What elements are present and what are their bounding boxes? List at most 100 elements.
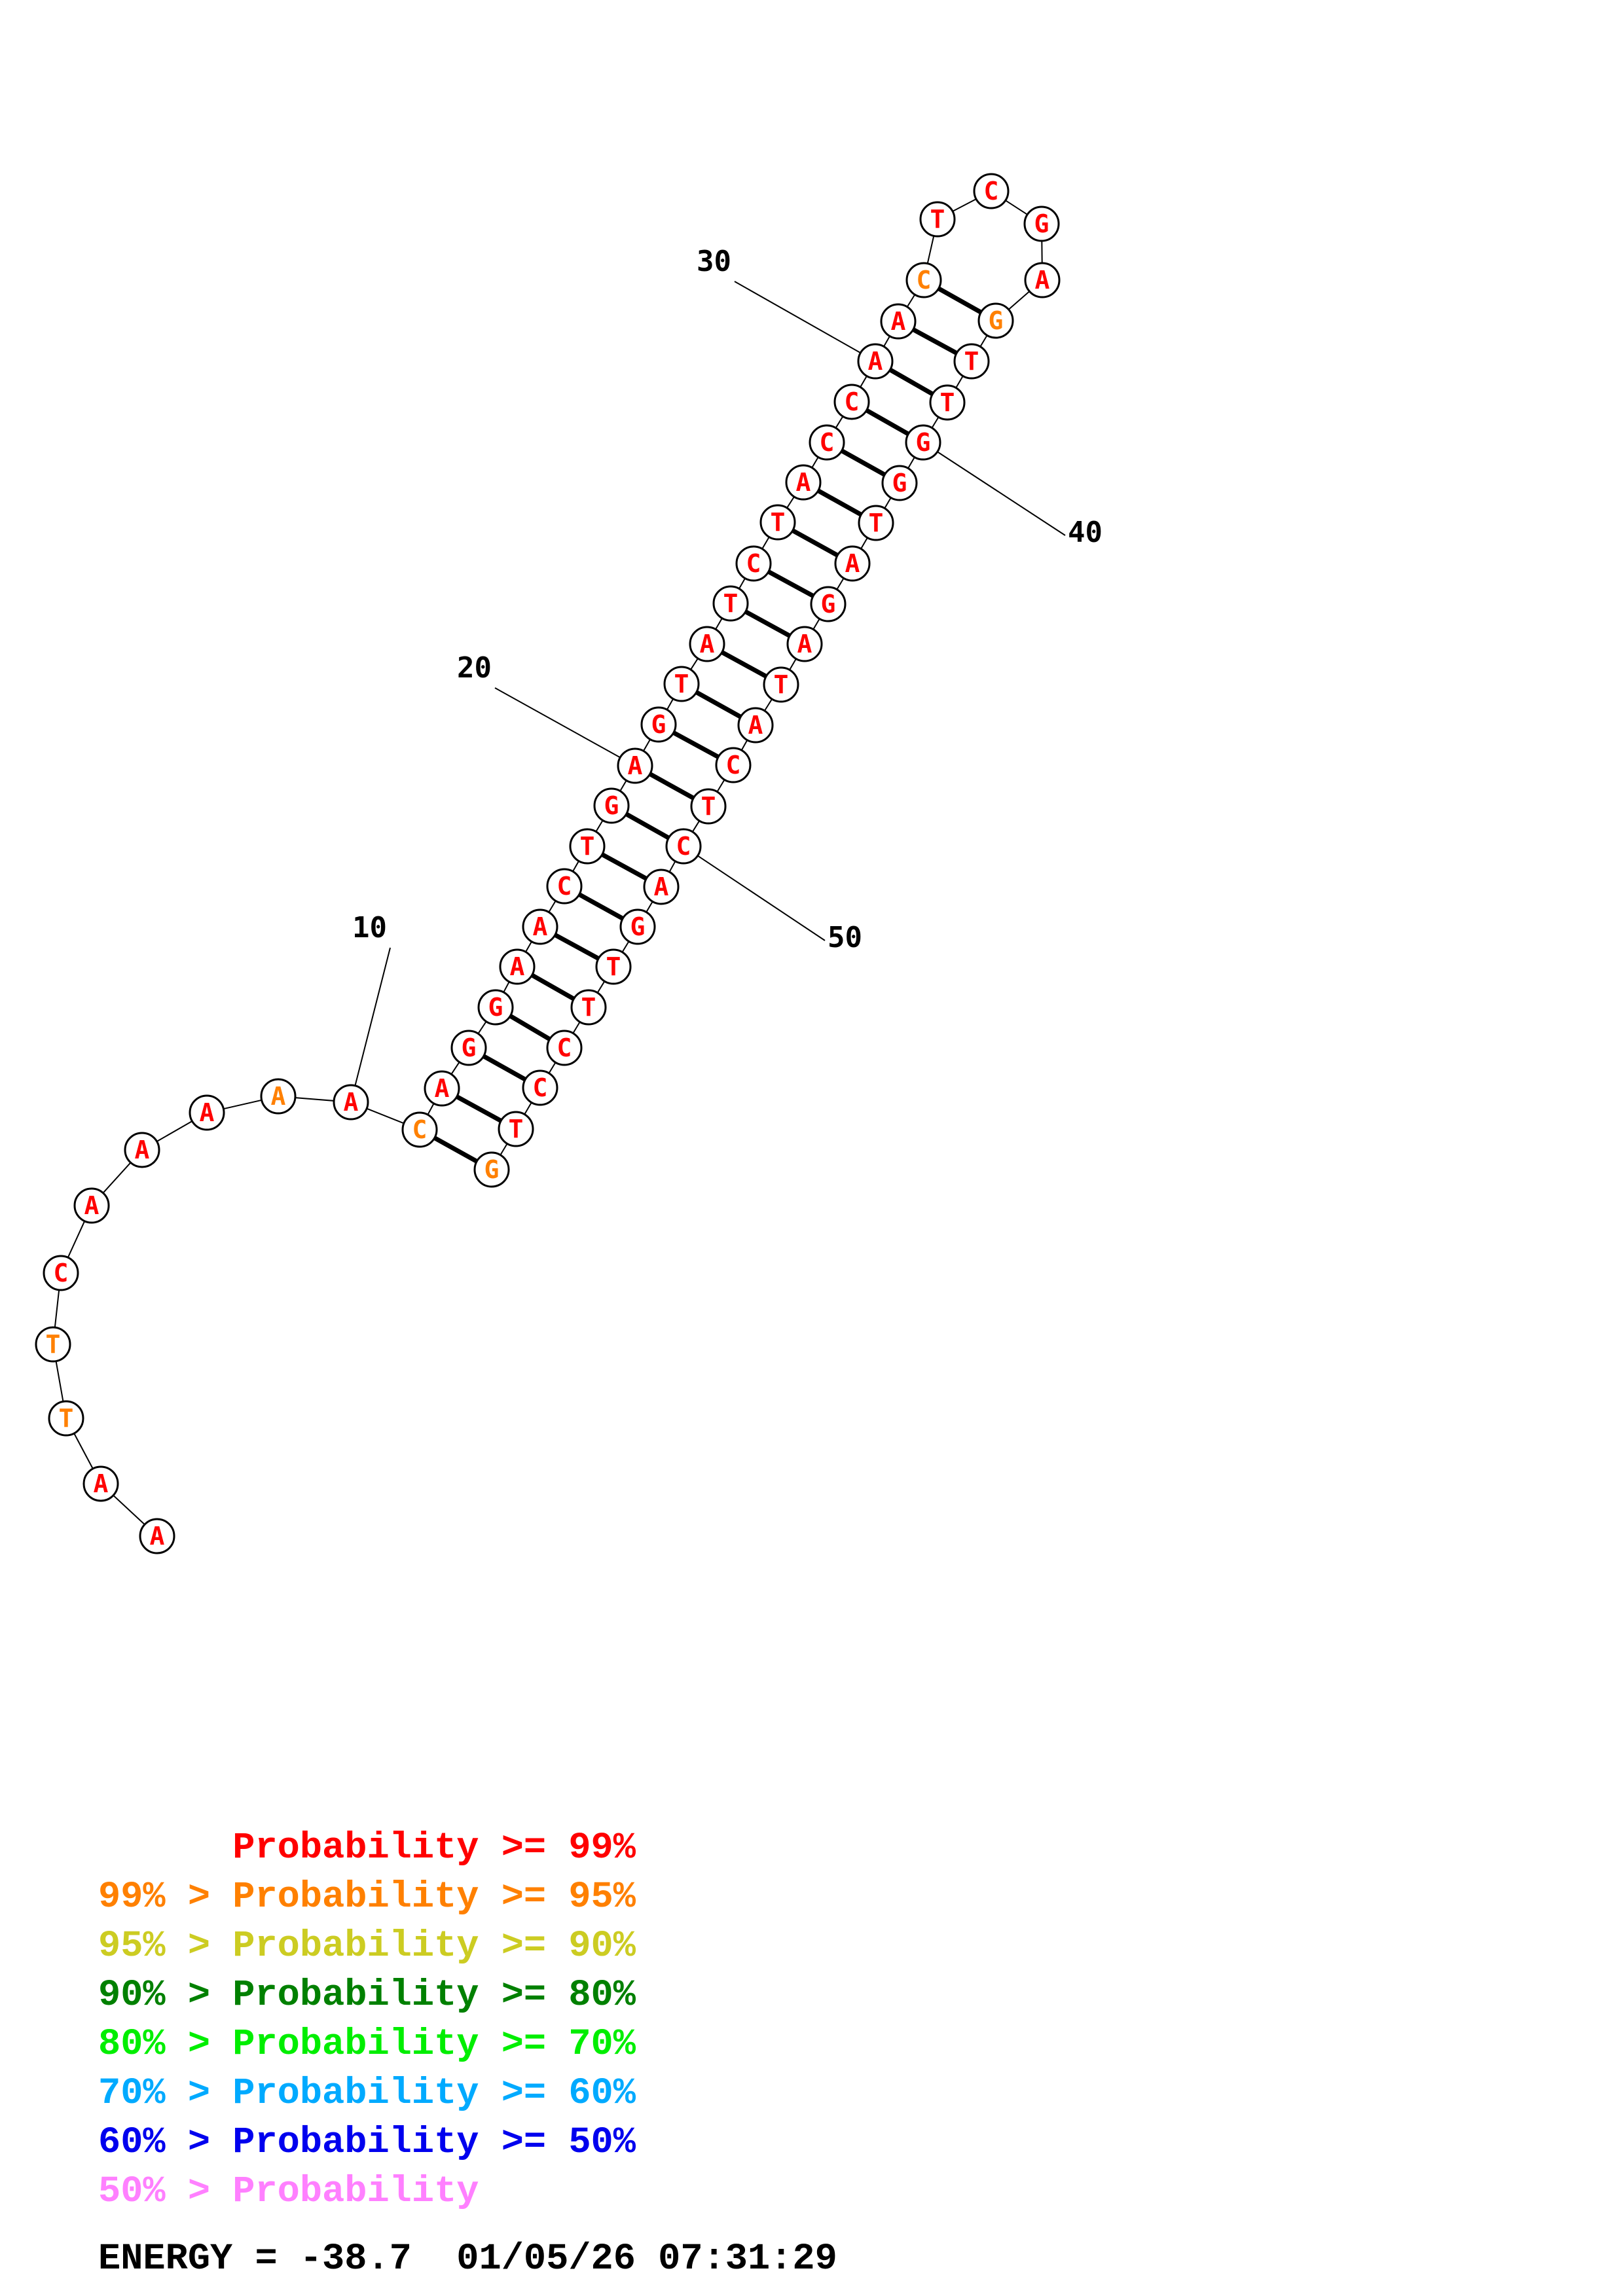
backbone-segment	[860, 375, 867, 388]
backbone-segment	[295, 1097, 335, 1102]
nucleotide-circle	[973, 173, 1010, 209]
nucleotide: T	[569, 828, 606, 865]
nucleotide-circle	[857, 343, 894, 380]
nucleotide-base: T	[580, 832, 595, 861]
nucleotide-circle	[715, 747, 752, 783]
backbone-segment	[835, 416, 844, 429]
nucleotide: C	[522, 1069, 558, 1106]
nucleotide: G	[640, 706, 677, 743]
legend-line-6: 70% > Probability >= 60%	[98, 2073, 636, 2115]
nucleotide-circle	[522, 908, 558, 945]
nucleotide-circle	[569, 828, 606, 865]
nucleotide-circle	[880, 303, 917, 340]
nucleotide: A	[260, 1078, 297, 1115]
nucleotide: T	[595, 948, 632, 985]
backbone-segment	[102, 1162, 132, 1194]
nucleotide-circle	[619, 908, 656, 945]
nucleotide-base: C	[917, 266, 932, 295]
backbone-segment	[979, 334, 988, 348]
nucleotide-base: T	[964, 347, 979, 376]
nucleotide-base: G	[462, 1033, 477, 1062]
legend-line-1: Probability >= 99%	[98, 1827, 636, 1869]
backbone-segment	[668, 861, 676, 872]
nucleotide-base: G	[989, 306, 1004, 335]
nucleotide: G	[1023, 206, 1060, 242]
nucleotide: C	[401, 1111, 438, 1148]
nucleotide-base: T	[46, 1330, 61, 1359]
backbone-segment	[548, 900, 556, 913]
nucleotide-base: T	[674, 670, 689, 698]
nucleotide: T	[663, 666, 700, 702]
nucleotide-circle	[139, 1518, 175, 1554]
base-pair-line	[744, 609, 791, 638]
nucleotide-base: A	[628, 751, 643, 780]
base-pair-line	[601, 852, 647, 881]
backbone-segment	[572, 861, 579, 872]
nucleotide: G	[450, 1030, 487, 1066]
nucleotide-base: T	[869, 509, 884, 537]
nucleotide-circle	[834, 545, 871, 582]
backbone-segment	[113, 1494, 145, 1526]
nucleotide-circle	[905, 262, 942, 298]
backbone-segment	[691, 820, 701, 833]
nucleotide: T	[919, 201, 956, 238]
nucleotide: C	[715, 747, 752, 783]
nucleotide-circle	[786, 626, 823, 662]
backbone-segment	[761, 536, 770, 550]
nucleotide: T	[498, 1111, 534, 1147]
nucleotide-base: G	[651, 710, 666, 739]
backbone-segment	[906, 294, 916, 308]
nucleotide-base: T	[774, 670, 789, 699]
backbone-segment	[525, 941, 532, 952]
backbone-segment	[619, 780, 627, 792]
nucleotide: G	[977, 302, 1014, 339]
nucleotide-circle	[477, 989, 514, 1026]
nucleotide-circle	[858, 505, 894, 541]
backbone-lines	[54, 198, 1043, 1526]
base-pair-line	[672, 730, 720, 759]
base-pair-line	[912, 327, 958, 355]
backbone-segment	[1005, 200, 1028, 215]
nucleotide-circle	[499, 948, 536, 985]
nucleotide-base: A	[84, 1191, 100, 1220]
nucleotide-circle	[593, 787, 630, 824]
nucleotide-base: A	[135, 1136, 150, 1164]
nucleotide-circle	[260, 1078, 297, 1115]
position-number-leader	[354, 947, 391, 1086]
nucleotide-base: A	[700, 630, 715, 658]
nucleotide-circle	[905, 424, 941, 461]
base-pair-line	[554, 933, 600, 961]
backbone-segment	[690, 658, 699, 670]
nucleotide-base: A	[344, 1088, 359, 1117]
nucleotide-circle	[690, 788, 727, 825]
nucleotide-circle	[665, 828, 702, 865]
nucleotide: T	[48, 1400, 84, 1437]
nucleotide: G	[905, 424, 941, 461]
nucleotide-circle	[124, 1132, 160, 1168]
backbone-segment	[789, 658, 797, 671]
nucleotide-circle	[689, 626, 725, 662]
nucleotide-base: A	[533, 912, 548, 941]
nucleotide-circle	[450, 1030, 487, 1066]
nucleotide: T	[690, 788, 727, 825]
backbone-segment	[926, 236, 935, 264]
nucleotide: G	[593, 787, 630, 824]
nucleotide-base: G	[484, 1155, 500, 1184]
nucleotide: C	[905, 262, 942, 298]
nucleotide-base: A	[150, 1522, 165, 1551]
backbone-segment	[450, 1062, 460, 1075]
nucleotide-base: G	[821, 590, 836, 619]
nucleotide-base: C	[412, 1115, 428, 1144]
nucleotide: A	[785, 464, 822, 501]
nucleotide-circle	[473, 1151, 510, 1188]
nucleotide-base: T	[581, 993, 596, 1022]
nucleotide-circle	[498, 1111, 534, 1147]
nucleotide: T	[953, 343, 990, 380]
backbone-segment	[67, 1221, 86, 1258]
nucleotide-base: A	[797, 630, 812, 658]
nucleotide-base: T	[771, 508, 786, 537]
backbone-segment	[500, 1143, 508, 1156]
backbone-segment	[811, 456, 819, 469]
nucleotide: A	[139, 1518, 175, 1554]
nucleotide: A	[689, 626, 725, 662]
